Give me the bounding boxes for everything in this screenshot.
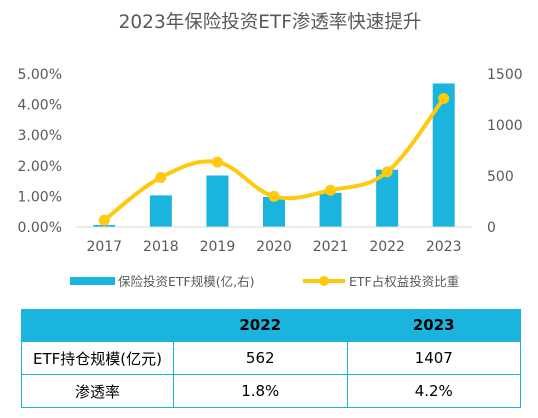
right-tick-label: 500 [487,169,514,185]
table-header-cell [21,309,174,342]
x-tick-label: 2019 [200,239,236,255]
line-series [98,92,450,226]
table-header-cell: 2022 [173,309,348,342]
row-label: ETF持仓规模(亿元) [21,341,174,375]
table-cell: 1.8% [173,374,348,408]
bar [263,196,285,227]
left-tick-label: 1.00% [18,189,62,205]
legend-bar-swatch [70,277,115,285]
x-tick-label: 2021 [313,239,349,255]
left-tick-label: 3.00% [18,128,62,144]
right-tick-label: 0 [487,220,496,236]
bar [432,83,455,228]
bar [206,175,229,227]
bar [376,169,399,227]
table-row: ETF持仓规模(亿元) 562 1407 [21,341,521,375]
line-point [438,92,450,104]
row-label: 渗透率 [21,374,174,408]
line-point [155,171,167,183]
line-point [381,166,393,178]
x-tick-label: 2017 [86,239,122,255]
x-axis: 2017 2018 2019 2020 2021 2022 2023 [86,239,461,255]
left-tick-label: 4.00% [18,98,62,114]
left-tick-label: 5.00% [18,67,62,83]
x-tick-label: 2018 [143,239,179,255]
bar [93,224,116,227]
line-point [211,156,223,168]
table-cell: 562 [173,341,348,375]
line-point [268,190,280,202]
left-tick-label: 0.00% [18,220,62,236]
line-point [98,214,110,226]
table-row: 渗透率 1.8% 4.2% [21,374,521,408]
left-axis: 0.00% 1.00% 2.00% 3.00% 4.00% 5.00% [18,67,62,236]
table-cell: 1407 [347,341,521,375]
right-axis: 0 500 1000 1500 [487,67,523,236]
bar-series [93,83,455,228]
x-tick-label: 2020 [256,239,292,255]
right-tick-label: 1500 [487,67,523,83]
combo-chart: 2023年保险投资ETF渗透率快速提升 0.00% 1.00% 2.00% 3.00%… [18,12,523,289]
chart-title: 2023年保险投资ETF渗透率快速提升 [119,12,422,33]
bar [149,195,172,227]
right-tick-label: 1000 [487,118,523,134]
legend-line-label: ETF占权益投资比重 [349,274,459,289]
legend-line-marker [319,276,329,286]
data-table: 2022 2023 ETF持仓规模(亿元) 562 1407 渗透率 1.8% … [21,309,521,408]
line-point [325,184,337,196]
x-tick-label: 2023 [426,239,462,255]
table-header-row: 2022 2023 [21,309,521,342]
legend: 保险投资ETF规模(亿,右) ETF占权益投资比重 [70,274,459,289]
table-header-cell: 2023 [347,309,521,342]
table-cell: 4.2% [347,374,521,408]
x-tick-label: 2022 [369,239,405,255]
bar [319,192,342,227]
left-tick-label: 2.00% [18,159,62,175]
legend-bar-label: 保险投资ETF规模(亿,右) [118,274,254,289]
